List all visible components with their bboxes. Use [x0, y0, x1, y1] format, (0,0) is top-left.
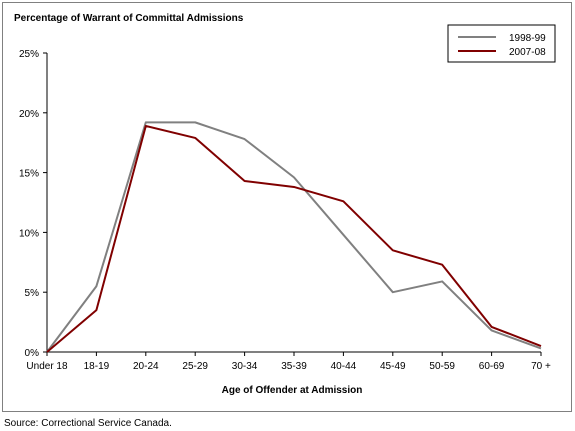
x-tick-label: 70 +	[531, 361, 551, 372]
series-line-2007-08	[46, 124, 542, 353]
chart-title: Percentage of Warrant of Committal Admis…	[14, 13, 244, 24]
x-tick-label: 18-19	[84, 361, 110, 372]
x-tick-label: 35-39	[281, 361, 307, 372]
series-line-1998-99	[46, 121, 542, 353]
x-tick-label: 40-44	[331, 361, 357, 372]
y-axis-ticks: 0% 5% 10% 15% 20% 25%	[19, 49, 47, 359]
x-tick-label: 50-59	[429, 361, 455, 372]
x-axis-label: Age of Offender at Admission	[222, 385, 363, 396]
y-tick-label: 15%	[19, 169, 39, 180]
y-tick-label: 10%	[19, 228, 39, 239]
x-tick-label: 45-49	[380, 361, 406, 372]
y-tick-label: 20%	[19, 109, 39, 120]
legend-label: 1998-99	[509, 33, 546, 44]
x-tick-label: 60-69	[479, 361, 505, 372]
y-tick-label: 5%	[25, 288, 40, 299]
x-tick-label: 25-29	[182, 361, 208, 372]
legend-box	[447, 24, 556, 63]
x-tick-label: 20-24	[133, 361, 159, 372]
legend-label: 2007-08	[509, 47, 546, 58]
series-lines	[46, 121, 542, 353]
chart-frame	[2, 2, 572, 412]
x-tick-label: Under 18	[26, 361, 68, 372]
legend: 1998-99 2007-08	[447, 24, 556, 63]
y-tick-label: 25%	[19, 49, 39, 60]
source-note: Source: Correctional Service Canada.	[4, 418, 172, 429]
y-tick-label: 0%	[25, 348, 40, 359]
x-axis-ticks: Under 18 18-19 20-24 25-29 30-34 35-39 40-44 45…	[26, 352, 551, 372]
x-tick-label: 30-34	[232, 361, 258, 372]
